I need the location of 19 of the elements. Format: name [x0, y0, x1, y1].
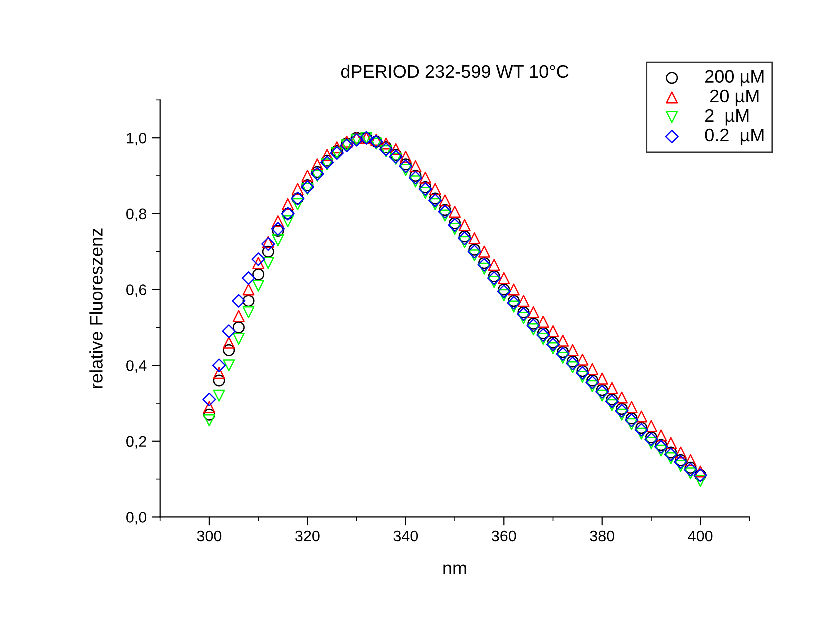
- x-tick-label: 300: [197, 530, 222, 542]
- legend-label: 200 µM: [706, 70, 764, 87]
- legend-label: 2 µM: [706, 109, 749, 126]
- x-tick-label: 400: [688, 530, 713, 542]
- x-tick-label: 360: [492, 530, 516, 542]
- legend-label: 0.2 µM: [705, 128, 764, 146]
- x-axis-title: nm: [444, 564, 466, 574]
- y-tick-label: 0,8: [126, 208, 146, 222]
- y-tick-label: 0,6: [126, 284, 146, 298]
- y-axis-title: relative Fluoreszenz: [90, 228, 103, 388]
- x-tick-label: 340: [394, 530, 418, 542]
- x-tick-label: 380: [590, 530, 615, 542]
- y-tick-label: 0,2: [126, 436, 146, 449]
- y-tick-label: 0,0: [126, 512, 147, 525]
- y-tick-label: 0,4: [126, 360, 147, 374]
- x-tick-label: 320: [296, 530, 320, 542]
- legend-label: 20 µM: [710, 90, 759, 106]
- chart-title: dPERIOD 232-599 WT 10°C: [341, 64, 569, 78]
- y-tick-label: 1,0: [127, 132, 147, 146]
